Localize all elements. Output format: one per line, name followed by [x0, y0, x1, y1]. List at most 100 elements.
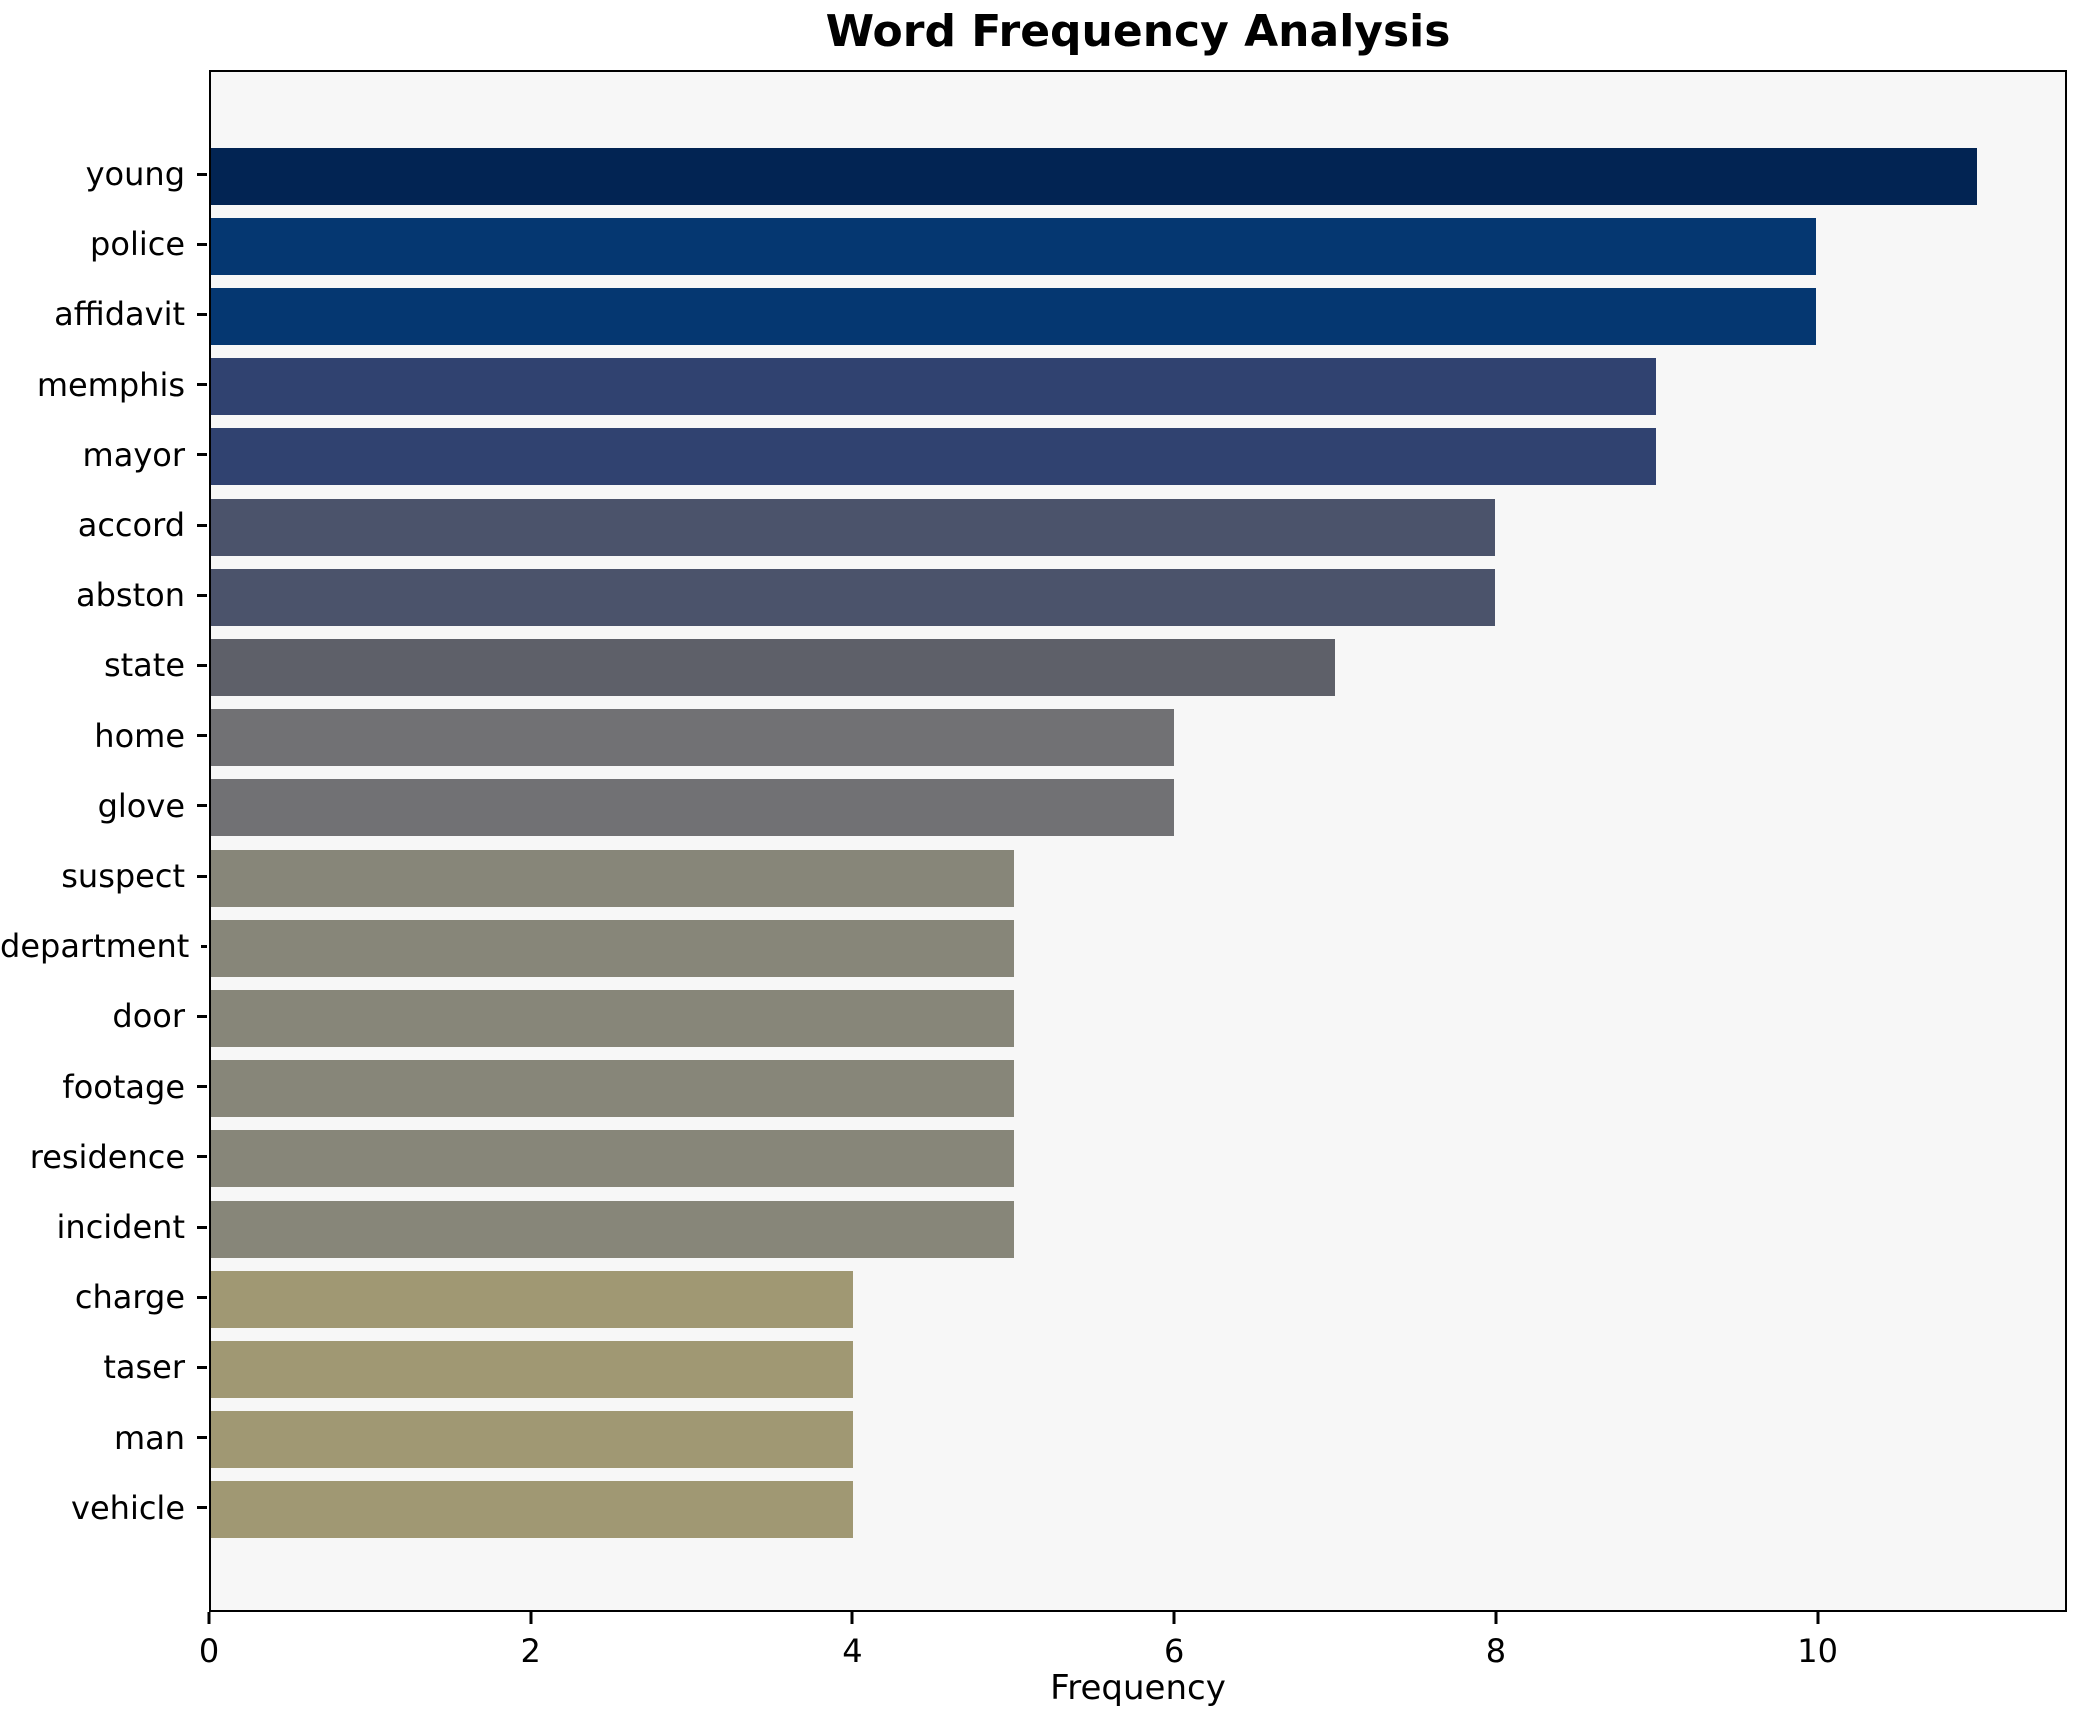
bar-footage	[211, 1060, 1014, 1118]
y-tick-mark	[197, 523, 207, 527]
y-tick-label: door	[112, 997, 185, 1036]
y-tick-label: vehicle	[71, 1488, 185, 1527]
y-tick-mark	[197, 874, 207, 878]
bar-charge	[211, 1270, 854, 1328]
x-tick-label: 8	[1485, 1632, 1507, 1670]
bar-taser	[211, 1340, 854, 1398]
y-tick-label: residence	[29, 1137, 185, 1176]
y-tick-label: man	[113, 1418, 185, 1457]
bar-door	[211, 989, 1014, 1047]
y-tick-label: suspect	[61, 857, 185, 896]
y-tick-row: young	[0, 139, 207, 209]
y-tick-label: affidavit	[54, 295, 185, 334]
y-tick-label: police	[90, 225, 185, 264]
y-tick-mark	[197, 172, 207, 176]
y-tick-label: charge	[74, 1278, 185, 1317]
y-tick-row: affidavit	[0, 279, 207, 349]
y-tick-row: department	[0, 911, 207, 981]
bar-row	[211, 1475, 2065, 1545]
chart-title: Word Frequency Analysis	[825, 6, 1451, 57]
bar-police	[211, 217, 1817, 275]
bar-row	[211, 141, 2065, 211]
bar-row	[211, 1054, 2065, 1124]
bar-accord	[211, 498, 1496, 556]
y-tick-mark	[197, 1225, 207, 1229]
y-tick-mark	[201, 944, 207, 948]
y-tick-row: suspect	[0, 841, 207, 911]
x-tick-label: 10	[1797, 1632, 1839, 1670]
x-tick-label: 4	[842, 1632, 863, 1670]
bar-department	[211, 919, 1014, 977]
y-tick-row: door	[0, 981, 207, 1051]
bars-container	[211, 141, 2065, 1545]
y-tick-row: police	[0, 209, 207, 279]
y-axis: young police affidavit memphis mayor accord ab…	[0, 139, 207, 1543]
y-tick-label: footage	[62, 1067, 185, 1106]
bar-row	[211, 1334, 2065, 1404]
bar-row	[211, 1124, 2065, 1194]
y-tick-mark	[197, 1436, 207, 1440]
y-tick-mark	[197, 453, 207, 457]
y-tick-row: glove	[0, 771, 207, 841]
y-tick-label: home	[94, 716, 185, 755]
y-tick-mark	[197, 383, 207, 387]
bar-row	[211, 352, 2065, 422]
bar-residence	[211, 1130, 1014, 1188]
bar-state	[211, 638, 1335, 696]
bar-row	[211, 562, 2065, 632]
bar-row	[211, 1405, 2065, 1475]
y-tick-label: glove	[97, 786, 185, 825]
x-tick-label: 0	[198, 1632, 220, 1670]
bar-row	[211, 1264, 2065, 1334]
y-tick-row: state	[0, 630, 207, 700]
bar-mayor	[211, 428, 1656, 486]
y-tick-row: mayor	[0, 420, 207, 490]
bar-home	[211, 709, 1175, 767]
y-tick-row: home	[0, 701, 207, 771]
bar-row	[211, 492, 2065, 562]
y-tick-label: young	[85, 155, 185, 193]
y-tick-row: accord	[0, 490, 207, 560]
x-tick-label: 6	[1164, 1632, 1185, 1670]
bar-memphis	[211, 358, 1656, 416]
y-tick-mark	[197, 1155, 207, 1159]
bar-suspect	[211, 849, 1014, 907]
bar-affidavit	[211, 287, 1817, 345]
y-tick-row: memphis	[0, 350, 207, 420]
bar-row	[211, 211, 2065, 281]
y-tick-row: charge	[0, 1262, 207, 1332]
x-tick-mark	[207, 1612, 211, 1624]
y-tick-mark	[197, 663, 207, 667]
y-tick-mark	[197, 593, 207, 597]
x-tick-mark	[1494, 1612, 1498, 1624]
x-tick-mark	[1816, 1612, 1820, 1624]
y-tick-mark	[197, 804, 207, 808]
bar-abston	[211, 568, 1496, 626]
y-tick-label: abston	[76, 576, 185, 615]
bar-row	[211, 913, 2065, 983]
y-tick-label: accord	[77, 506, 185, 545]
bar-row	[211, 281, 2065, 351]
x-axis: 0 2 4 6 8 10	[199, 1612, 2067, 1692]
bar-glove	[211, 779, 1175, 837]
y-tick-label: department	[0, 927, 190, 966]
bar-row	[211, 632, 2065, 702]
y-tick-label: incident	[56, 1208, 185, 1247]
y-tick-label: state	[103, 646, 185, 685]
bar-row	[211, 983, 2065, 1053]
y-tick-row: man	[0, 1403, 207, 1473]
y-tick-mark	[197, 1506, 207, 1510]
x-tick-mark	[1172, 1612, 1176, 1624]
x-tick-mark	[529, 1612, 533, 1624]
bar-row	[211, 843, 2065, 913]
y-tick-row: incident	[0, 1192, 207, 1262]
y-tick-row: residence	[0, 1122, 207, 1192]
x-tick-label: 2	[520, 1632, 541, 1670]
y-tick-row: taser	[0, 1332, 207, 1402]
y-tick-mark	[197, 1295, 207, 1299]
x-tick-mark	[850, 1612, 854, 1624]
bar-row	[211, 422, 2065, 492]
y-tick-mark	[197, 1365, 207, 1369]
y-tick-row: vehicle	[0, 1473, 207, 1543]
